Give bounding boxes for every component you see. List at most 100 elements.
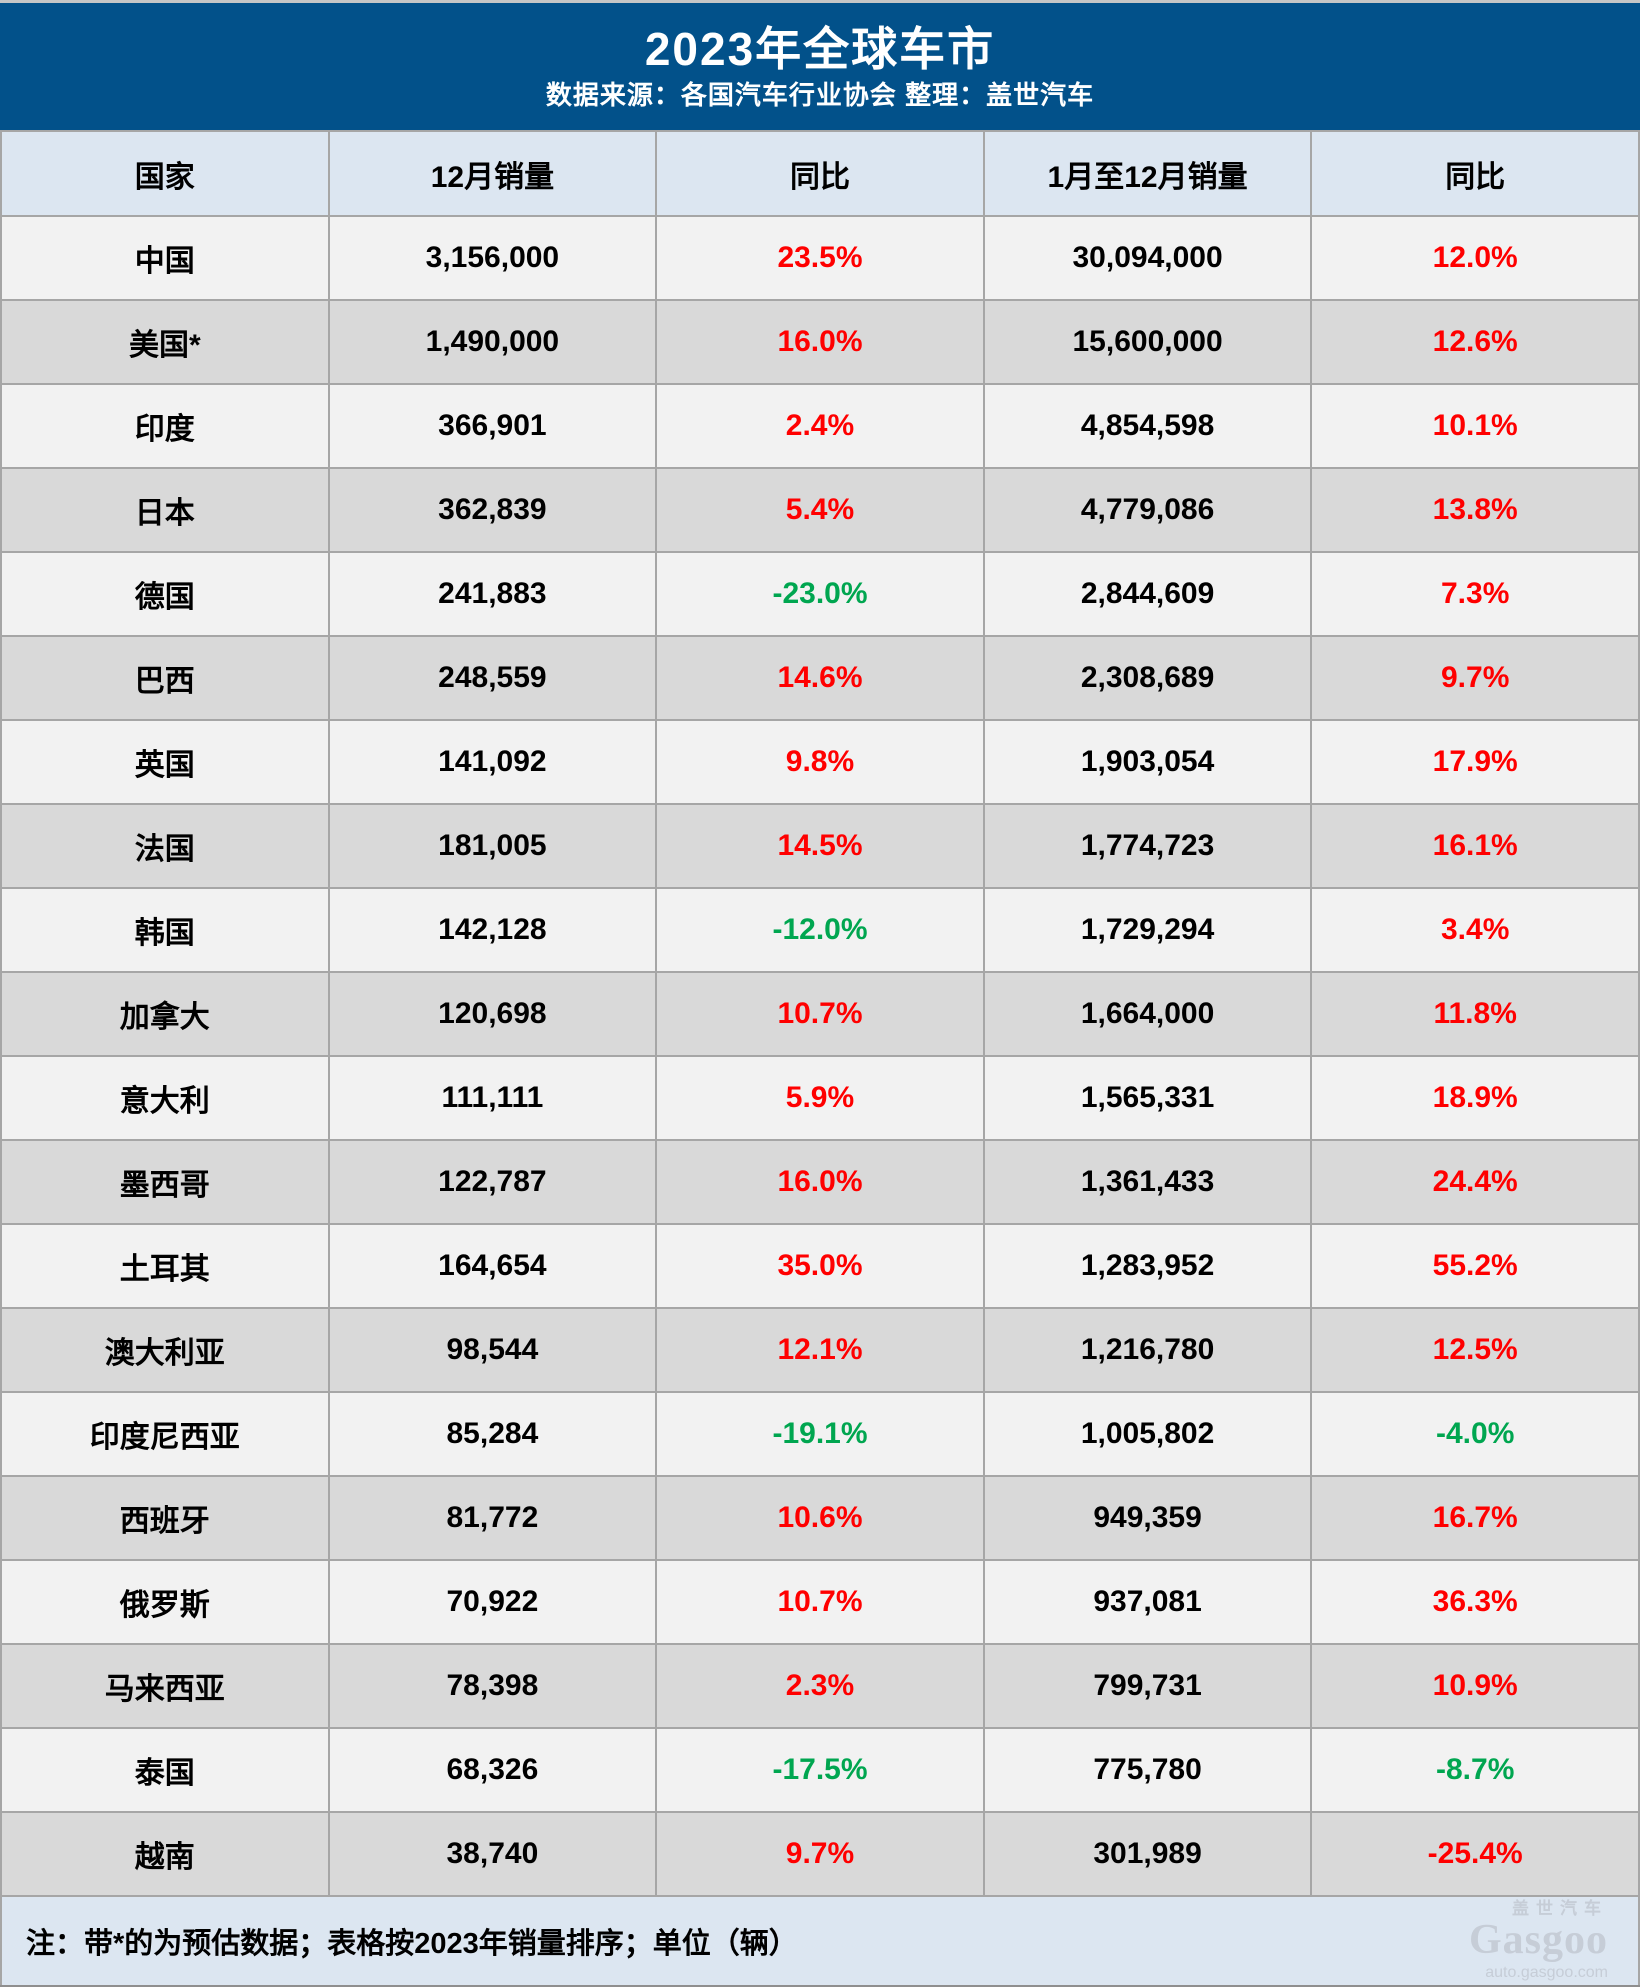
- ytd-sales-cell: 30,094,000: [982, 215, 1313, 301]
- ytd-yoy-cell: 17.9%: [1310, 719, 1640, 805]
- dec-yoy-cell: 14.6%: [655, 635, 985, 721]
- country-cell: 土耳其: [0, 1223, 330, 1309]
- ytd-sales-cell: 1,903,054: [982, 719, 1313, 805]
- ytd-sales-cell: 1,361,433: [982, 1139, 1313, 1225]
- dec-yoy-cell: 16.0%: [655, 299, 985, 385]
- table-row: 韩国 142,128 -12.0% 1,729,294 3.4%: [0, 887, 1640, 973]
- ytd-sales-cell: 937,081: [982, 1559, 1313, 1645]
- table-row: 巴西 248,559 14.6% 2,308,689 9.7%: [0, 635, 1640, 721]
- ytd-sales-cell: 1,283,952: [982, 1223, 1313, 1309]
- ytd-sales-cell: 1,005,802: [982, 1391, 1313, 1477]
- ytd-yoy-cell: 16.7%: [1310, 1475, 1640, 1561]
- gasgoo-logo: Gasgoo: [1468, 1916, 1608, 1963]
- dec-sales-cell: 98,544: [327, 1307, 658, 1393]
- country-cell: 马来西亚: [0, 1643, 330, 1729]
- country-cell: 日本: [0, 467, 330, 553]
- dec-sales-cell: 248,559: [327, 635, 658, 721]
- country-cell: 加拿大: [0, 971, 330, 1057]
- dec-sales-cell: 142,128: [327, 887, 658, 973]
- column-header-ytd-sales: 1月至12月销量: [982, 130, 1313, 217]
- ytd-sales-cell: 1,729,294: [982, 887, 1313, 973]
- country-cell: 德国: [0, 551, 330, 637]
- dec-yoy-cell: 16.0%: [655, 1139, 985, 1225]
- ytd-sales-cell: 301,989: [982, 1811, 1313, 1897]
- ytd-yoy-cell: 9.7%: [1310, 635, 1640, 721]
- ytd-yoy-cell: 12.5%: [1310, 1307, 1640, 1393]
- dec-sales-cell: 120,698: [327, 971, 658, 1057]
- table-row: 越南 38,740 9.7% 301,989 -25.4%: [0, 1811, 1640, 1897]
- country-cell: 印度尼西亚: [0, 1391, 330, 1477]
- country-cell: 中国: [0, 215, 330, 301]
- table-row: 俄罗斯 70,922 10.7% 937,081 36.3%: [0, 1559, 1640, 1645]
- dec-yoy-cell: 10.7%: [655, 1559, 985, 1645]
- table-row: 马来西亚 78,398 2.3% 799,731 10.9%: [0, 1643, 1640, 1729]
- country-cell: 越南: [0, 1811, 330, 1897]
- ytd-yoy-cell: 18.9%: [1310, 1055, 1640, 1141]
- dec-yoy-cell: 35.0%: [655, 1223, 985, 1309]
- dec-yoy-cell: 2.3%: [655, 1643, 985, 1729]
- country-cell: 英国: [0, 719, 330, 805]
- ytd-yoy-cell: 12.0%: [1310, 215, 1640, 301]
- sales-table: 国家 12月销量 同比 1月至12月销量 同比 中国 3,156,000 23.5%…: [0, 130, 1640, 1897]
- dec-sales-cell: 3,156,000: [327, 215, 658, 301]
- column-header-dec-sales: 12月销量: [327, 130, 658, 217]
- table-row: 印度尼西亚 85,284 -19.1% 1,005,802 -4.0%: [0, 1391, 1640, 1477]
- ytd-yoy-cell: -4.0%: [1310, 1391, 1640, 1477]
- ytd-sales-cell: 1,664,000: [982, 971, 1313, 1057]
- dec-sales-cell: 70,922: [327, 1559, 658, 1645]
- table-row: 英国 141,092 9.8% 1,903,054 17.9%: [0, 719, 1640, 805]
- ytd-yoy-cell: 3.4%: [1310, 887, 1640, 973]
- dec-sales-cell: 111,111: [327, 1055, 658, 1141]
- ytd-yoy-cell: -25.4%: [1310, 1811, 1640, 1897]
- ytd-sales-cell: 799,731: [982, 1643, 1313, 1729]
- dec-sales-cell: 85,284: [327, 1391, 658, 1477]
- ytd-sales-cell: 2,844,609: [982, 551, 1313, 637]
- dec-yoy-cell: -12.0%: [655, 887, 985, 973]
- table-header: 国家 12月销量 同比 1月至12月销量 同比: [0, 130, 1640, 217]
- ytd-sales-cell: 4,779,086: [982, 467, 1313, 553]
- dec-yoy-cell: 9.7%: [655, 1811, 985, 1897]
- country-cell: 俄罗斯: [0, 1559, 330, 1645]
- dec-sales-cell: 241,883: [327, 551, 658, 637]
- ytd-sales-cell: 1,774,723: [982, 803, 1313, 889]
- dec-sales-cell: 38,740: [327, 1811, 658, 1897]
- table-row: 加拿大 120,698 10.7% 1,664,000 11.8%: [0, 971, 1640, 1057]
- footer: 注：带*的为预估数据；表格按2023年销量排序；单位（辆） 盖世汽车 Gasgo…: [0, 1897, 1640, 1985]
- table-row: 德国 241,883 -23.0% 2,844,609 7.3%: [0, 551, 1640, 637]
- gasgoo-logo-cn: 盖世汽车: [1512, 1899, 1608, 1919]
- country-cell: 法国: [0, 803, 330, 889]
- table-row: 中国 3,156,000 23.5% 30,094,000 12.0%: [0, 215, 1640, 301]
- country-cell: 韩国: [0, 887, 330, 973]
- country-cell: 西班牙: [0, 1475, 330, 1561]
- dec-yoy-cell: -23.0%: [655, 551, 985, 637]
- gasgoo-watermark: 盖世汽车 Gasgoo auto.gasgoo.com: [1469, 1900, 1608, 1982]
- dec-yoy-cell: 12.1%: [655, 1307, 985, 1393]
- country-cell: 墨西哥: [0, 1139, 330, 1225]
- page-title: 2023年全球车市: [644, 22, 996, 75]
- table-row: 美国* 1,490,000 16.0% 15,600,000 12.6%: [0, 299, 1640, 385]
- ytd-yoy-cell: 11.8%: [1310, 971, 1640, 1057]
- ytd-yoy-cell: 36.3%: [1310, 1559, 1640, 1645]
- table-row: 泰国 68,326 -17.5% 775,780 -8.7%: [0, 1727, 1640, 1813]
- ytd-sales-cell: 775,780: [982, 1727, 1313, 1813]
- ytd-yoy-cell: 10.1%: [1310, 383, 1640, 469]
- dec-sales-cell: 181,005: [327, 803, 658, 889]
- country-cell: 美国*: [0, 299, 330, 385]
- ytd-sales-cell: 949,359: [982, 1475, 1313, 1561]
- dec-yoy-cell: 5.9%: [655, 1055, 985, 1141]
- dec-yoy-cell: -19.1%: [655, 1391, 985, 1477]
- table-row: 日本 362,839 5.4% 4,779,086 13.8%: [0, 467, 1640, 553]
- dec-yoy-cell: 23.5%: [655, 215, 985, 301]
- dec-sales-cell: 81,772: [327, 1475, 658, 1561]
- ytd-sales-cell: 2,308,689: [982, 635, 1313, 721]
- country-cell: 意大利: [0, 1055, 330, 1141]
- dec-yoy-cell: 5.4%: [655, 467, 985, 553]
- footer-note: 注：带*的为预估数据；表格按2023年销量排序；单位（辆）: [26, 1928, 798, 1960]
- ytd-sales-cell: 1,565,331: [982, 1055, 1313, 1141]
- dec-yoy-cell: -17.5%: [655, 1727, 985, 1813]
- column-header-country: 国家: [0, 130, 330, 217]
- banner: 2023年全球车市 数据来源：各国汽车行业协会 整理：盖世汽车: [0, 3, 1640, 130]
- dec-sales-cell: 68,326: [327, 1727, 658, 1813]
- gasgoo-site-url: auto.gasgoo.com: [1485, 1964, 1608, 1982]
- ytd-yoy-cell: 55.2%: [1310, 1223, 1640, 1309]
